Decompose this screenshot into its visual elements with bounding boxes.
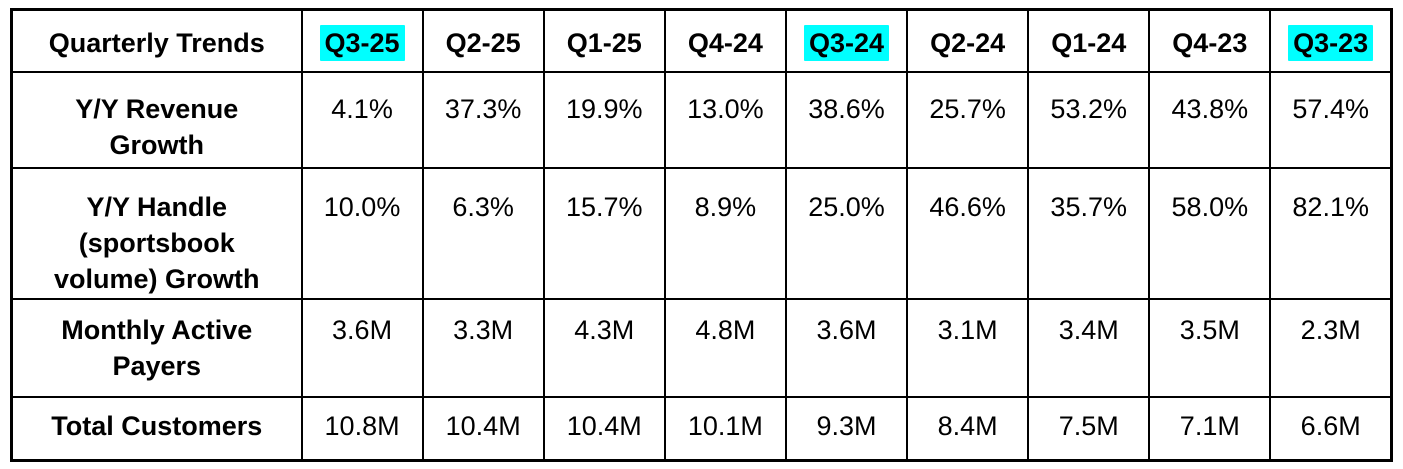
data-cell: 8.9% (663, 166, 787, 300)
table-row-handle-growth: Y/Y Handle (sportsbook volume) Growth 10… (10, 166, 1393, 300)
data-cell: 46.6% (906, 166, 1030, 300)
column-header-q2-25: Q2-25 (421, 8, 545, 73)
data-cell: 37.3% (421, 70, 545, 169)
quarterly-trends-table: Quarterly Trends Q3-25 Q2-25 Q1-25 Q4-24… (10, 8, 1393, 462)
row-label-yy-revenue-growth: Y/Y Revenue Growth (10, 70, 303, 169)
row-label-monthly-active-payers: Monthly Active Payers (10, 297, 303, 398)
data-cell: 3.1M (906, 297, 1030, 398)
data-cell: 3.6M (300, 297, 424, 398)
table-row-monthly-active-payers: Monthly Active Payers 3.6M 3.3M 4.3M 4.8… (10, 297, 1393, 398)
header-row: Quarterly Trends Q3-25 Q2-25 Q1-25 Q4-24… (10, 8, 1393, 73)
column-header-q3-23: Q3-23 (1269, 8, 1393, 73)
data-cell: 4.3M (542, 297, 666, 398)
data-cell: 15.7% (542, 166, 666, 300)
data-cell: 25.0% (784, 166, 909, 300)
data-cell: 35.7% (1027, 166, 1151, 300)
data-cell: 6.3% (421, 166, 545, 300)
data-cell: 7.1M (1148, 395, 1272, 462)
data-cell: 9.3M (784, 395, 909, 462)
data-cell: 58.0% (1148, 166, 1272, 300)
data-cell: 8.4M (906, 395, 1030, 462)
data-cell: 10.0% (300, 166, 424, 300)
row-label-yy-handle-growth: Y/Y Handle (sportsbook volume) Growth (10, 166, 303, 300)
column-header-q2-24: Q2-24 (906, 8, 1030, 73)
data-cell: 3.4M (1027, 297, 1151, 398)
data-cell: 25.7% (906, 70, 1030, 169)
column-header-q1-25: Q1-25 (542, 8, 666, 73)
data-cell: 10.4M (542, 395, 666, 462)
highlighted-quarter-label: Q3-23 (1288, 25, 1374, 61)
highlighted-quarter-label: Q3-25 (319, 25, 405, 61)
column-header-q4-24: Q4-24 (663, 8, 787, 73)
data-cell: 10.4M (421, 395, 545, 462)
data-cell: 3.3M (421, 297, 545, 398)
data-cell: 43.8% (1148, 70, 1272, 169)
data-cell: 7.5M (1027, 395, 1151, 462)
data-cell: 10.8M (300, 395, 424, 462)
table-title: Quarterly Trends (10, 8, 303, 73)
data-cell: 2.3M (1269, 297, 1393, 398)
column-header-q3-24: Q3-24 (784, 8, 909, 73)
data-cell: 6.6M (1269, 395, 1393, 462)
data-cell: 38.6% (784, 70, 909, 169)
data-cell: 82.1% (1269, 166, 1393, 300)
highlighted-quarter-label: Q3-24 (803, 25, 890, 61)
data-cell: 3.5M (1148, 297, 1272, 398)
table-row-revenue-growth: Y/Y Revenue Growth 4.1% 37.3% 19.9% 13.0… (10, 70, 1393, 169)
data-cell: 4.1% (300, 70, 424, 169)
column-header-q4-23: Q4-23 (1148, 8, 1272, 73)
row-label-total-customers: Total Customers (10, 395, 303, 462)
column-header-q1-24: Q1-24 (1027, 8, 1151, 73)
data-cell: 53.2% (1027, 70, 1151, 169)
data-cell: 19.9% (542, 70, 666, 169)
data-cell: 57.4% (1269, 70, 1393, 169)
data-cell: 13.0% (663, 70, 787, 169)
column-header-q3-25: Q3-25 (300, 8, 424, 73)
data-cell: 3.6M (784, 297, 909, 398)
data-cell: 10.1M (663, 395, 787, 462)
data-cell: 4.8M (663, 297, 787, 398)
table-row-total-customers: Total Customers 10.8M 10.4M 10.4M 10.1M … (10, 395, 1393, 462)
